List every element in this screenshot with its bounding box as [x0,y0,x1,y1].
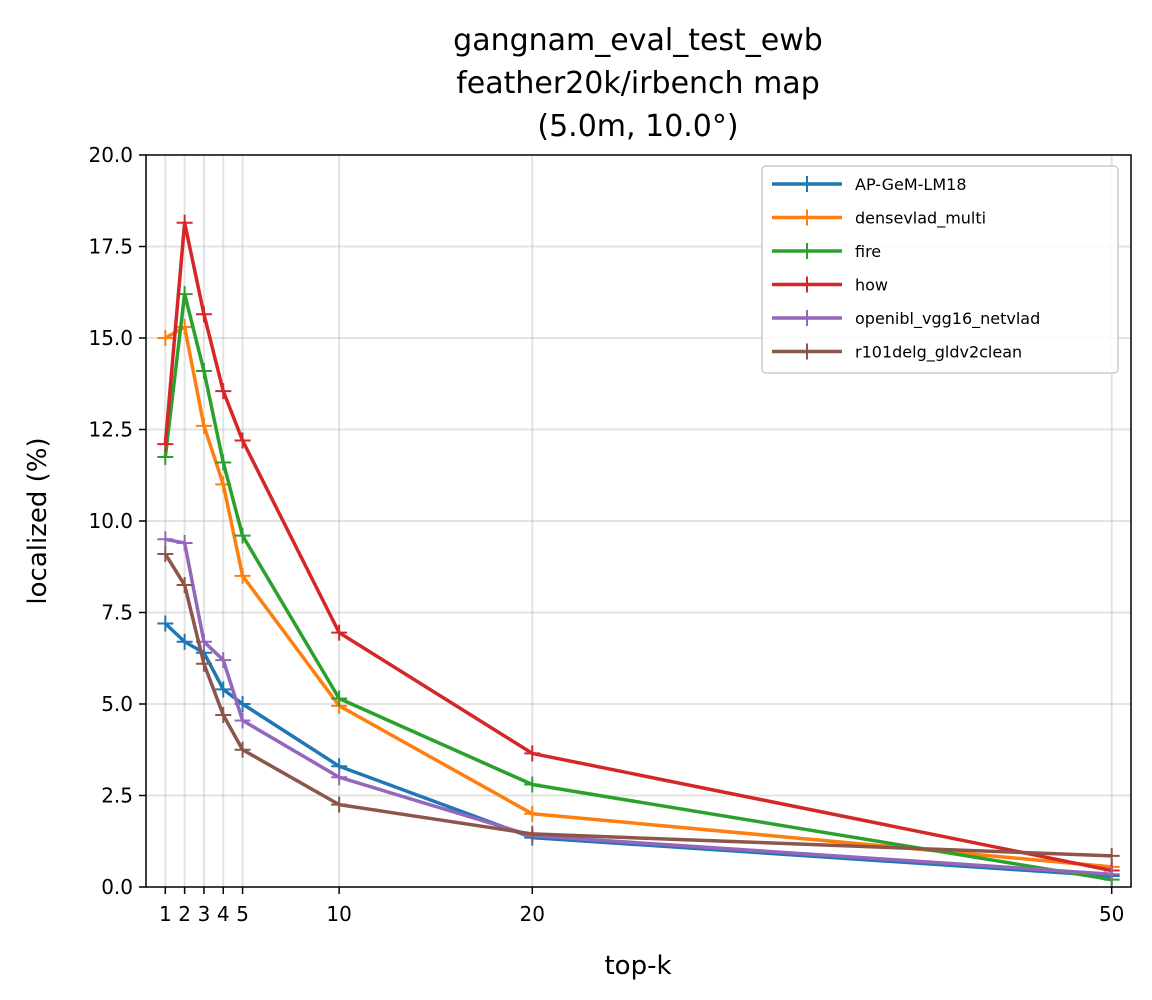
x-tick-label: 4 [217,902,230,926]
data-point-marker [234,432,251,449]
data-point-marker [331,769,348,786]
data-point-marker [195,655,212,672]
legend-label: how [855,276,888,295]
legend-label: fire [855,242,881,261]
series-line [163,292,1112,882]
data-point-marker [234,567,251,584]
data-point-marker [331,624,348,641]
data-point-marker [157,436,174,453]
data-point-marker [524,776,541,793]
data-point-marker [157,615,174,632]
series-line [164,325,1112,869]
series-r101delg_gldv2clean [157,545,1120,864]
chart-title-line-3: (5.0m, 10.0°) [537,109,738,144]
data-point-marker [234,712,251,729]
series-how [157,214,1120,879]
chart-title-line-2: feather20k/irbench map [456,66,820,101]
data-point-marker [176,534,193,551]
legend-marker [799,176,815,192]
data-point-marker [1103,866,1120,883]
legend-entry: densevlad_multi [772,209,986,229]
chart-title-line-1: gangnam_eval_test_ewb [453,23,823,58]
legend-marker [799,276,815,293]
data-point-marker [215,681,232,698]
legend-marker [799,243,815,259]
data-point-marker [157,545,174,562]
legend-entry: how [772,276,888,295]
legend-label: AP-GeM-LM18 [855,175,967,194]
data-point-marker [215,652,232,669]
data-point-marker [176,214,193,231]
y-tick-label: 10.0 [88,509,133,533]
y-tick-label: 20.0 [88,143,133,167]
data-point-marker [176,577,193,594]
x-tick-label: 1 [159,902,172,926]
data-point-marker [157,330,174,346]
data-point-marker [331,796,348,813]
x-tick-label: 5 [236,902,249,926]
data-point-marker [524,805,541,822]
data-point-marker [234,527,251,544]
y-tick-label: 15.0 [88,326,133,350]
x-tick-label: 20 [520,902,545,926]
data-point-marker [234,741,251,758]
x-tick-label: 50 [1099,902,1124,926]
series-line [164,537,1112,876]
data-point-marker [331,690,348,707]
x-tick-label: 3 [198,902,211,926]
legend-label: r101delg_gldv2clean [855,343,1022,363]
series-line [163,220,1113,873]
chart-title: gangnam_eval_test_ewb feather20k/irbench… [453,23,823,144]
data-point-marker [215,454,232,471]
data-point-marker [524,825,541,842]
series-lines [157,214,1120,888]
y-tick-label: 7.5 [101,601,133,625]
legend-label: densevlad_multi [855,209,986,229]
data-point-marker [215,706,232,723]
x-tick-label: 10 [326,902,351,926]
legend-label: openibl_vgg16_netvlad [855,309,1040,329]
y-tick-label: 17.5 [88,235,133,259]
x-axis-label: top-k [604,951,671,981]
legend-marker [799,310,815,326]
data-point-marker [215,383,232,400]
data-point-marker [195,417,212,434]
legend-entry: AP-GeM-LM18 [772,175,967,194]
legend-entry: openibl_vgg16_netvlad [772,309,1040,329]
data-point-marker [524,745,541,762]
legend-entry: r101delg_gldv2clean [772,343,1022,363]
y-tick-label: 2.5 [101,784,133,808]
data-point-marker [176,633,193,650]
series-line [163,553,1112,858]
data-point-marker [195,362,212,379]
legend-entry: fire [772,242,881,261]
y-tick-label: 0.0 [101,875,133,899]
legend-marker [799,209,815,226]
y-tick-label: 5.0 [101,692,133,716]
legend-marker [799,343,815,360]
y-axis-label: localized (%) [23,437,53,604]
legend-box [761,165,1119,374]
y-tick-label: 12.5 [88,418,133,442]
data-point-marker [157,531,174,548]
data-point-marker [195,306,212,323]
x-tick-label: 2 [178,902,191,926]
axis-ticks: 1 2 3 4 5 10 20 50 0.0 2.5 5.0 7.5 10.0 12.5 15.0 17.5 2… [88,143,1124,926]
data-point-marker [1103,847,1120,864]
